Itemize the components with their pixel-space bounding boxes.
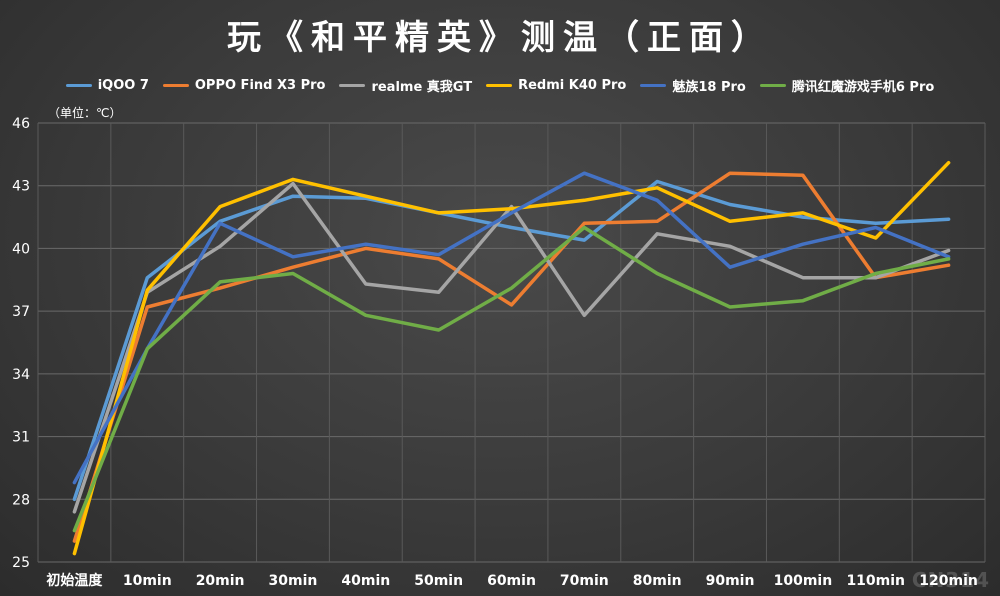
legend-swatch — [640, 84, 667, 87]
x-tick-label: 110min — [846, 573, 905, 589]
x-tick-label: 120min — [919, 573, 978, 589]
legend-swatch — [759, 84, 786, 87]
series-line — [72, 160, 951, 556]
y-tick-label: 40 — [12, 241, 30, 257]
legend-item: Redmi K40 Pro — [486, 76, 626, 95]
x-tick-label: 50min — [414, 573, 463, 589]
x-tick-label: 80min — [633, 573, 682, 589]
legend-swatch — [65, 84, 92, 87]
x-tick-label: 40min — [341, 573, 390, 589]
legend-item: 魅族18 Pro — [640, 76, 746, 95]
legend-swatch — [486, 84, 513, 87]
legend-label: 腾讯红魔游戏手机6 Pro — [791, 80, 935, 95]
legend-label: iQOO 7 — [97, 78, 149, 93]
legend-item: iQOO 7 — [65, 76, 149, 95]
watermark: CN314 — [911, 568, 990, 592]
y-tick-label: 46 — [12, 116, 30, 132]
legend-swatch — [162, 84, 189, 87]
legend-label: OPPO Find X3 Pro — [194, 78, 326, 93]
x-tick-label: 30min — [269, 573, 318, 589]
legend-label: realme 真我GT — [371, 80, 473, 95]
chart-title: 玩《和平精英》测温（正面） — [227, 18, 773, 58]
legend-label: 魅族18 Pro — [672, 80, 746, 95]
x-tick-label: 初始温度 — [46, 572, 103, 589]
legend-swatch — [339, 84, 366, 87]
unit-label: （单位：℃） — [48, 106, 122, 120]
x-tick-label: 90min — [706, 573, 755, 589]
y-tick-label: 34 — [12, 367, 30, 383]
y-tick-label: 37 — [12, 304, 30, 320]
x-tick-label: 100min — [774, 573, 833, 589]
x-tick-label: 70min — [560, 573, 609, 589]
x-tick-label: 60min — [487, 573, 536, 589]
y-tick-label: 43 — [12, 179, 30, 195]
legend: iQOO 7 OPPO Find X3 Pro realme 真我GT Redmi K… — [0, 76, 1000, 95]
y-tick-label: 28 — [12, 492, 30, 508]
series-line — [72, 181, 951, 514]
y-tick-label: 25 — [12, 555, 30, 571]
series-line — [72, 171, 951, 543]
legend-item: OPPO Find X3 Pro — [162, 76, 326, 95]
legend-label: Redmi K40 Pro — [518, 78, 627, 93]
legend-item: realme 真我GT — [339, 76, 472, 95]
legend-item: 腾讯红魔游戏手机6 Pro — [759, 76, 935, 95]
x-tick-label: 20min — [196, 573, 245, 589]
series-line — [72, 179, 951, 502]
series-line — [72, 171, 951, 485]
series-line — [72, 225, 951, 533]
x-tick-label: 10min — [123, 573, 172, 589]
y-tick-label: 31 — [12, 430, 30, 446]
